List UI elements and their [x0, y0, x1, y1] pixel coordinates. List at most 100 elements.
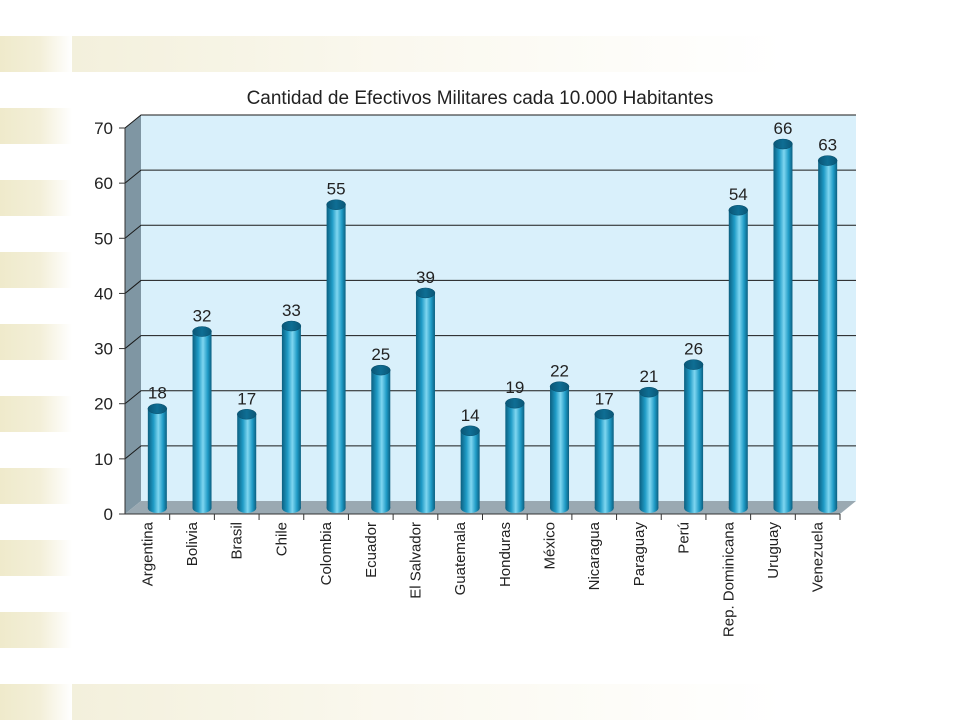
- chart-title: Cantidad de Efectivos Militares cada 10.…: [247, 88, 714, 109]
- x-tick-label: Nicaragua: [586, 521, 603, 590]
- bar-base: [818, 503, 838, 513]
- bar: [237, 414, 257, 508]
- bar-cap: [549, 381, 570, 392]
- data-label: 55: [327, 180, 346, 199]
- x-tick-label: Brasil: [229, 522, 246, 560]
- gridline: [124, 390, 856, 405]
- bar-base: [505, 503, 525, 513]
- x-tick-label: Ecuador: [363, 522, 380, 578]
- bar-base: [773, 503, 793, 513]
- bar-base: [147, 503, 167, 513]
- y-tick-label: 0: [104, 505, 113, 524]
- bar-base: [326, 503, 346, 513]
- bar-base: [594, 503, 614, 513]
- bar-cap: [326, 199, 346, 210]
- y-tick-label: 50: [94, 229, 113, 248]
- bar-cap: [728, 204, 749, 216]
- bar-cap: [773, 138, 793, 150]
- data-label: 63: [818, 136, 837, 155]
- y-tick-label: 10: [94, 450, 113, 469]
- data-label: 14: [461, 406, 480, 425]
- bar: [594, 414, 614, 508]
- data-label: 26: [684, 340, 703, 359]
- x-tick-label: El Salvador: [407, 522, 424, 599]
- bar-cap: [281, 320, 302, 332]
- bar-base: [460, 503, 480, 513]
- data-label: 17: [595, 389, 614, 408]
- bar: [728, 210, 748, 508]
- decor-block: [0, 396, 72, 432]
- y-tick-label: 30: [94, 340, 113, 359]
- x-tick-label: Uruguay: [765, 522, 782, 579]
- gridline: [124, 335, 856, 349]
- bar-cap: [683, 359, 704, 370]
- x-tick-label: Chile: [273, 522, 290, 556]
- bar: [460, 430, 480, 508]
- plot-floor: [125, 501, 856, 514]
- bar-cap: [415, 287, 436, 299]
- bar-base: [639, 503, 659, 513]
- bar: [773, 144, 793, 509]
- bar-base: [237, 503, 257, 513]
- y-tick-label: 70: [94, 119, 113, 138]
- bar-base: [415, 503, 435, 513]
- gridline: [124, 279, 856, 294]
- bar: [326, 204, 346, 508]
- bar-base: [684, 503, 704, 513]
- y-tick-label: 60: [94, 174, 113, 193]
- decor-block: [0, 252, 72, 288]
- gridline: [124, 169, 856, 184]
- decor-block: [0, 36, 72, 72]
- bar-cap: [371, 364, 391, 376]
- bar: [639, 392, 659, 508]
- bar: [415, 292, 435, 508]
- decor-band-bottom: [72, 684, 960, 720]
- bar-cap: [505, 397, 525, 409]
- plot-area: 0 10 20 30 40 50 60 70 18 Argentina 32 Bolivia 17 Bra…: [94, 114, 856, 637]
- bar-cap: [817, 155, 838, 166]
- data-label: 39: [416, 268, 435, 287]
- bar-base: [192, 503, 212, 513]
- bar: [818, 160, 838, 508]
- x-tick-label: Bolivia: [184, 521, 201, 566]
- x-tick-label: Perú: [676, 522, 693, 554]
- bar: [550, 386, 570, 508]
- x-tick-label: Colombia: [318, 521, 335, 585]
- gridline: [124, 114, 856, 129]
- bar-cap: [639, 386, 659, 398]
- x-tick-label: Argentina: [139, 521, 156, 586]
- bar: [147, 408, 167, 508]
- bar: [684, 364, 704, 508]
- decor-block: [0, 108, 72, 144]
- data-label: 18: [148, 384, 167, 403]
- decor-block: [0, 684, 72, 720]
- data-label: 25: [371, 345, 390, 364]
- decor-block: [0, 468, 72, 504]
- x-tick-label: Honduras: [497, 522, 514, 587]
- bar-cap: [192, 326, 212, 337]
- decor-block: [0, 324, 72, 360]
- data-label: 17: [237, 389, 256, 408]
- bar-base: [281, 503, 301, 513]
- bar-cap: [147, 403, 168, 414]
- bar-base: [550, 503, 570, 513]
- bar-base: [371, 503, 391, 513]
- data-label: 21: [639, 367, 658, 386]
- bar: [505, 403, 525, 508]
- x-tick-label: Paraguay: [631, 522, 648, 587]
- bar-cap: [236, 409, 257, 420]
- data-label: 22: [550, 362, 569, 381]
- gridline: [124, 224, 856, 239]
- decor-block: [0, 612, 72, 648]
- decor-block: [0, 180, 72, 216]
- plot-side-wall: [125, 115, 141, 514]
- x-tick-label: México: [542, 522, 559, 570]
- bar-base: [728, 503, 748, 513]
- data-label: 33: [282, 301, 301, 320]
- data-label: 66: [774, 119, 793, 138]
- bar-cap: [594, 409, 614, 420]
- bar: [281, 326, 301, 508]
- gridline: [124, 445, 856, 460]
- bar: [371, 370, 391, 508]
